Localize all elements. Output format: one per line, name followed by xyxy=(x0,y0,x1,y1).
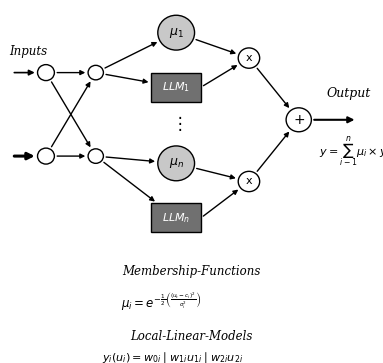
Bar xyxy=(151,73,201,102)
Circle shape xyxy=(158,146,195,181)
Circle shape xyxy=(38,148,54,164)
Text: Output: Output xyxy=(327,87,371,100)
Circle shape xyxy=(238,48,260,68)
Text: $y_i(u_i) = w_{0i} \mid w_{1i}u_{1i} \mid w_{2i}u_{2i}$: $y_i(u_i) = w_{0i} \mid w_{1i}u_{1i} \mi… xyxy=(102,350,243,363)
Text: $+$: $+$ xyxy=(293,113,305,127)
Circle shape xyxy=(88,149,103,163)
Bar xyxy=(151,203,201,232)
Circle shape xyxy=(158,15,195,50)
Circle shape xyxy=(38,65,54,81)
Circle shape xyxy=(88,65,103,80)
Text: $LLM_1$: $LLM_1$ xyxy=(162,80,190,94)
Circle shape xyxy=(238,171,260,192)
Text: $LLM_n$: $LLM_n$ xyxy=(162,211,190,225)
Text: $\mathsf{x}$: $\mathsf{x}$ xyxy=(245,176,253,187)
Text: $\mu_i = e^{-\frac{1}{2}\left(\frac{(u_t-c_i)^2}{\sigma_i^2}\right)}$: $\mu_i = e^{-\frac{1}{2}\left(\frac{(u_t… xyxy=(121,290,201,313)
Circle shape xyxy=(286,108,311,132)
Text: $\vdots$: $\vdots$ xyxy=(170,114,182,133)
Text: Local-Linear-Models: Local-Linear-Models xyxy=(130,330,253,343)
Text: Membership-Functions: Membership-Functions xyxy=(122,265,261,278)
Text: Inputs: Inputs xyxy=(10,45,48,58)
Text: $\mu_n$: $\mu_n$ xyxy=(169,156,184,170)
Text: $y = \sum_{i-1}^{n} \mu_i \times y_i$: $y = \sum_{i-1}^{n} \mu_i \times y_i$ xyxy=(319,134,383,169)
Text: $\mu_1$: $\mu_1$ xyxy=(169,26,183,40)
Text: $\mathsf{x}$: $\mathsf{x}$ xyxy=(245,53,253,63)
